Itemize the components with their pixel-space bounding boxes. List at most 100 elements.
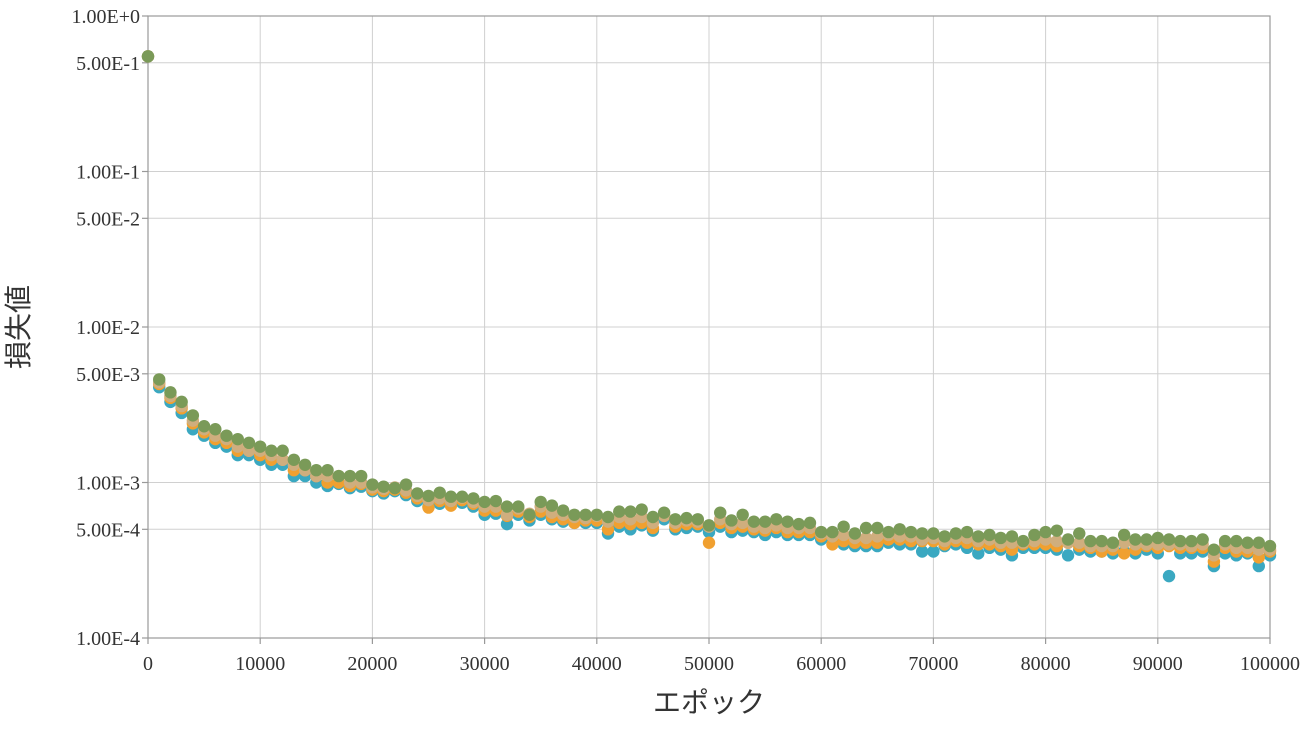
y-tick-label: 1.00E-1 — [76, 162, 140, 184]
x-tick-label: 0 — [143, 653, 153, 675]
data-point-series-4 — [354, 469, 368, 483]
data-point-series-4 — [680, 511, 693, 525]
plot-frame — [147, 15, 1271, 639]
data-point-series-4 — [938, 530, 951, 543]
data-point-series-4 — [1174, 534, 1187, 548]
data-point-series-1 — [1162, 569, 1176, 583]
data-point-series-4 — [579, 508, 592, 521]
data-point-series-4 — [904, 525, 918, 539]
data-point-series-4 — [231, 432, 244, 446]
y-tick-label: 5.00E-1 — [76, 53, 140, 75]
data-point-series-4 — [265, 444, 278, 457]
x-tick-label: 100000 — [1240, 653, 1300, 675]
data-point-series-4 — [815, 525, 828, 539]
data-point-series-4 — [512, 500, 525, 513]
data-point-series-4 — [747, 515, 761, 528]
data-point-series-4 — [837, 520, 850, 533]
data-point-series-1 — [927, 545, 940, 558]
data-point-series-4 — [399, 478, 413, 491]
data-points — [141, 50, 1277, 583]
data-point-series-4 — [893, 523, 906, 536]
data-point-series-4 — [276, 444, 289, 457]
data-point-series-4 — [725, 514, 738, 527]
data-point-series-1 — [915, 545, 929, 558]
data-point-series-4 — [714, 506, 727, 519]
data-point-series-4 — [1095, 534, 1108, 548]
data-point-series-4 — [545, 499, 559, 512]
data-point-series-4 — [669, 513, 682, 526]
data-point-series-4 — [186, 409, 200, 422]
data-point-series-4 — [467, 492, 480, 505]
data-point-series-4 — [803, 516, 817, 530]
data-point-series-4 — [534, 495, 547, 509]
data-point-series-4 — [478, 495, 491, 509]
y-tick-label: 1.00E-2 — [76, 317, 140, 339]
y-tick-label: 1.00E+0 — [72, 6, 141, 28]
data-point-series-4 — [882, 525, 895, 539]
data-point-series-4 — [1005, 530, 1019, 543]
data-point-series-4 — [826, 525, 839, 539]
data-point-series-4 — [691, 513, 704, 526]
data-point-series-4 — [141, 50, 155, 63]
data-point-series-4 — [377, 480, 390, 493]
data-point-series-4 — [1117, 528, 1131, 542]
data-point-series-4 — [489, 494, 503, 508]
data-point-series-4 — [556, 504, 570, 517]
data-point-series-4 — [758, 515, 772, 528]
data-point-series-3 — [276, 453, 289, 466]
x-tick-label: 60000 — [796, 653, 846, 675]
data-point-series-4 — [646, 510, 660, 524]
data-point-series-4 — [1252, 536, 1265, 549]
data-point-series-4 — [657, 506, 671, 519]
data-point-series-4 — [455, 490, 469, 503]
data-point-series-4 — [1162, 533, 1176, 546]
data-point-series-4 — [1218, 534, 1232, 548]
data-point-series-4 — [1039, 525, 1052, 539]
data-point-series-4 — [1196, 533, 1209, 546]
data-point-series-4 — [220, 429, 233, 442]
data-point-series-4 — [1140, 533, 1153, 546]
x-tick-label: 40000 — [572, 653, 622, 675]
data-point-series-4 — [1084, 534, 1097, 548]
data-point-series-4 — [859, 521, 873, 535]
data-point-series-4 — [1185, 534, 1198, 548]
x-tick-label: 50000 — [684, 653, 734, 675]
data-point-series-4 — [635, 503, 648, 516]
x-tick-label: 90000 — [1133, 653, 1183, 675]
y-tick-label: 5.00E-2 — [76, 208, 140, 230]
data-point-series-1 — [972, 547, 985, 560]
data-point-series-4 — [1028, 528, 1041, 542]
data-point-series-4 — [444, 490, 458, 503]
data-point-series-4 — [197, 420, 211, 433]
x-tick-labels: 0 10000 20000 30000 40000 50000 60000 70000 8000… — [143, 653, 1300, 675]
data-point-series-4 — [915, 527, 929, 540]
data-point-series-4 — [422, 489, 435, 503]
data-point-series-4 — [310, 463, 323, 477]
data-point-series-4 — [994, 531, 1007, 545]
data-point-series-4 — [781, 515, 794, 528]
data-point-series-4 — [321, 463, 334, 477]
x-tick-label: 70000 — [908, 653, 958, 675]
data-point-series-4 — [523, 508, 536, 521]
y-tick-labels: 1.00E+0 5.00E-1 1.00E-1 5.00E-2 1.00E-2 5.00E… — [72, 6, 141, 650]
data-point-series-4 — [1207, 543, 1221, 556]
data-point-series-4 — [209, 423, 222, 436]
data-point-series-4 — [1241, 536, 1254, 549]
data-point-series-4 — [736, 508, 749, 521]
x-tick-label: 10000 — [235, 653, 285, 675]
data-point-series-3 — [859, 531, 873, 545]
y-tick-label: 1.00E-3 — [76, 473, 140, 495]
data-point-series-4 — [1129, 533, 1142, 546]
data-point-series-1 — [1252, 559, 1265, 573]
data-point-series-4 — [568, 508, 581, 521]
x-tick-label: 30000 — [460, 653, 510, 675]
data-point-series-4 — [1230, 534, 1243, 548]
data-point-series-4 — [164, 386, 177, 399]
data-point-series-4 — [983, 528, 996, 542]
data-point-series-4 — [601, 510, 615, 524]
data-point-series-4 — [770, 513, 783, 526]
data-point-series-4 — [1073, 527, 1086, 540]
data-point-series-4 — [702, 519, 716, 532]
data-point-series-4 — [153, 373, 166, 386]
data-point-series-3 — [1050, 534, 1064, 548]
